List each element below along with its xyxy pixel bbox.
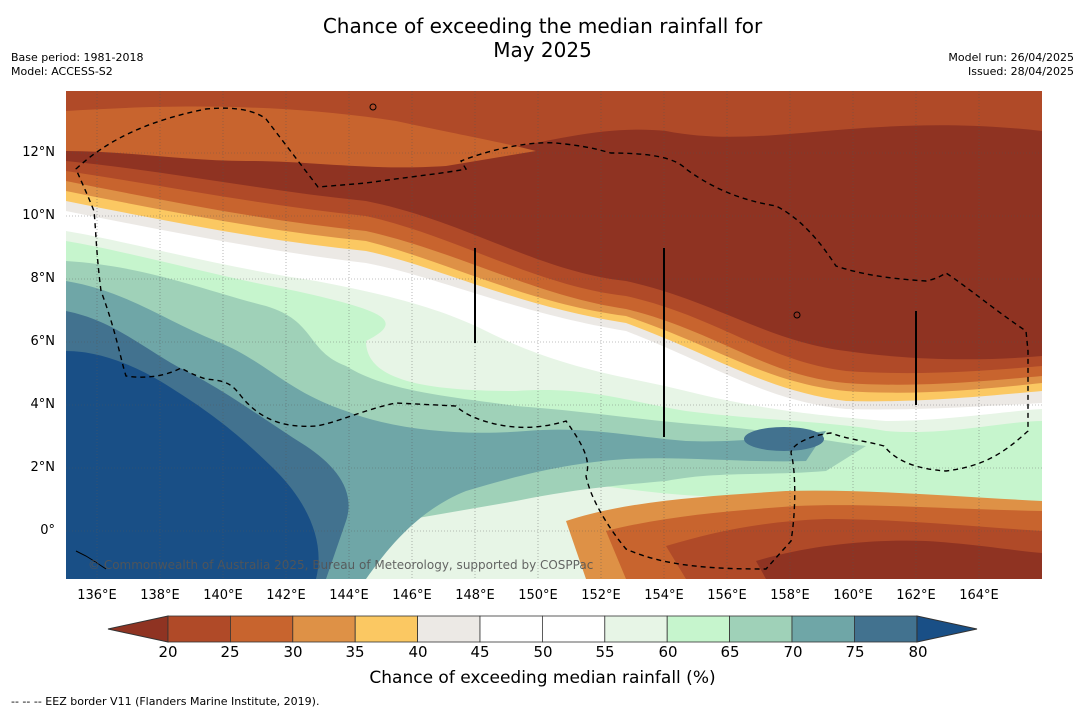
colorbar-cell (604, 615, 668, 643)
lat-label: 6°N (30, 334, 56, 349)
lon-label: 136°E (77, 588, 117, 603)
colorbar-tick: 75 (845, 643, 865, 661)
title-line-1: Chance of exceeding the median rainfall … (322, 14, 763, 38)
lat-label: 8°N (30, 271, 56, 286)
zone-80 (66, 351, 319, 579)
colorbar-tick: 30 (283, 643, 303, 661)
lon-label: 156°E (707, 588, 747, 603)
islands (75, 103, 801, 570)
colorbar-cell (292, 615, 356, 643)
colorbar-tick: 25 (220, 643, 240, 661)
zone-30-top (66, 106, 536, 168)
lat-label: 12°N (22, 145, 55, 160)
lon-label: 152°E (581, 588, 621, 603)
meta-right: Model run: 26/04/2025 Issued: 28/04/2025 (948, 51, 1074, 79)
lon-label: 162°E (896, 588, 936, 603)
island-chains (474, 248, 917, 437)
colorbar (107, 615, 978, 643)
colorbar-tick: 45 (470, 643, 490, 661)
lon-label: 164°E (959, 588, 999, 603)
colorbar-cell (666, 615, 731, 643)
eez-footnote: -- -- -- EEZ border V11 (Flanders Marine… (11, 695, 320, 708)
colorbar-cell (854, 615, 918, 643)
lon-label: 140°E (203, 588, 243, 603)
rainfall-map (66, 91, 1042, 579)
colorbar-cell (354, 615, 418, 643)
colorbar-tick: 35 (345, 643, 365, 661)
colorbar-cell (791, 615, 855, 643)
model-run: Model run: 26/04/2025 (948, 51, 1074, 64)
zone-25-top (66, 91, 1042, 156)
map-copyright: © Commonwealth of Australia 2025, Bureau… (88, 558, 594, 572)
colorbar-tick: 40 (408, 643, 428, 661)
model-name: Model: ACCESS-S2 (11, 65, 113, 78)
colorbar-tick: 60 (658, 643, 678, 661)
blue-patch (744, 427, 824, 451)
colorbar-tick: 80 (908, 643, 928, 661)
lon-label: 146°E (392, 588, 432, 603)
colorbar-cell (167, 615, 231, 643)
colorbar-cell (230, 615, 294, 643)
colorbar-cells (167, 615, 918, 643)
lat-label: 2°N (30, 460, 56, 475)
lon-label: 142°E (266, 588, 306, 603)
colorbar-tick: 20 (158, 643, 178, 661)
base-period: Base period: 1981-2018 (11, 51, 144, 64)
lat-label: 10°N (22, 208, 55, 223)
lon-label: 148°E (455, 588, 495, 603)
colorbar-high-arrow (916, 615, 978, 643)
colorbar-tick: 50 (533, 643, 553, 661)
south-zone-20 (756, 540, 1042, 579)
colorbar-cell (541, 615, 606, 643)
gridlines (66, 91, 1042, 579)
lon-label: 144°E (329, 588, 369, 603)
colorbar-tick: 55 (595, 643, 615, 661)
lon-label: 158°E (770, 588, 810, 603)
lon-label: 160°E (833, 588, 873, 603)
lon-label: 154°E (644, 588, 684, 603)
title-line-2: May 2025 (493, 38, 592, 62)
map-svg (66, 91, 1042, 579)
meta-left: Base period: 1981-2018 Model: ACCESS-S2 (11, 51, 143, 79)
colorbar-cell (417, 615, 481, 643)
colorbar-tick: 65 (720, 643, 740, 661)
colorbar-cell (479, 615, 543, 643)
colorbar-cell (729, 615, 793, 643)
lat-label: 4°N (30, 397, 56, 412)
chart-title: Chance of exceeding the median rainfall … (0, 14, 1085, 62)
eez-border (75, 107, 1029, 570)
lat-label: 0° (40, 523, 55, 538)
colorbar-title: Chance of exceeding median rainfall (%) (369, 668, 716, 688)
lon-label: 150°E (518, 588, 558, 603)
colorbar-tick: 70 (783, 643, 803, 661)
lon-label: 138°E (140, 588, 180, 603)
issued-date: Issued: 28/04/2025 (967, 65, 1074, 78)
colorbar-low-arrow (107, 615, 169, 643)
